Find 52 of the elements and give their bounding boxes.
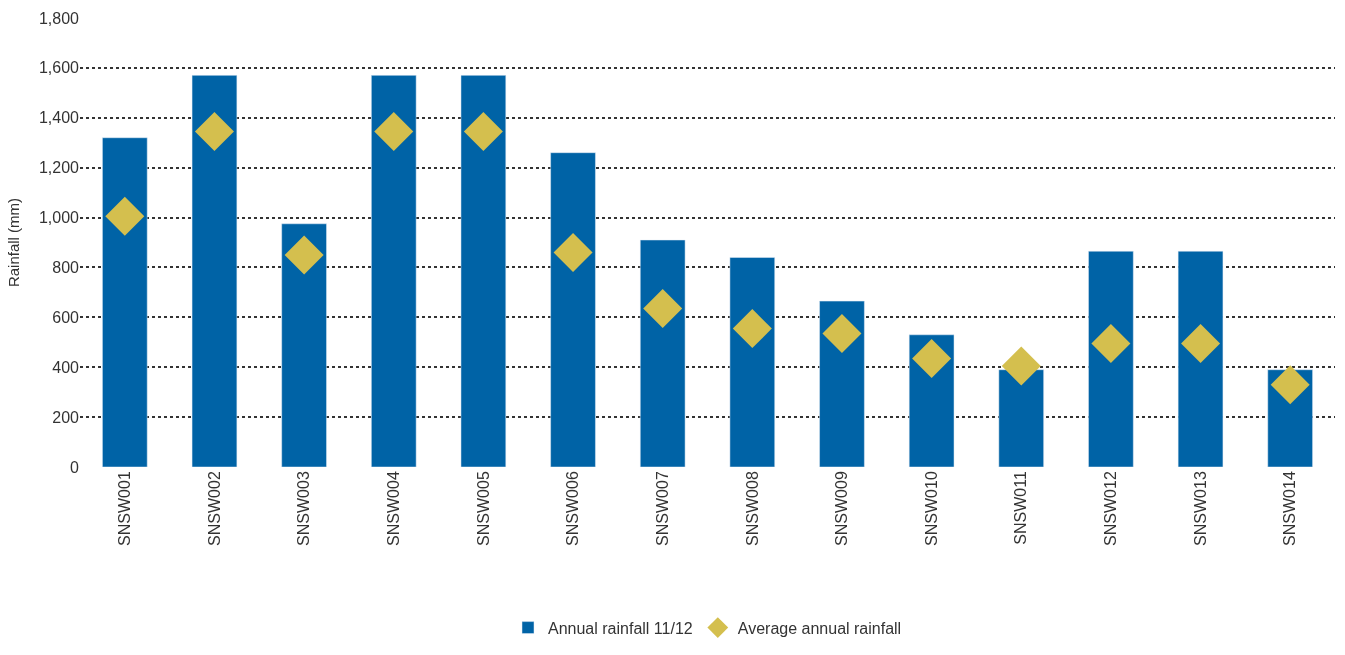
x-tick-label: SNSW001	[116, 471, 134, 546]
point	[1091, 324, 1131, 364]
bar	[550, 152, 596, 467]
legend-label: Average annual rainfall	[737, 619, 902, 637]
x-tick-label: SNSW012	[1102, 471, 1120, 546]
point	[194, 112, 234, 151]
x-tick-label: SNSW005	[474, 471, 492, 546]
bar	[102, 137, 148, 467]
x-tick-label: SNSW014	[1281, 471, 1299, 546]
x-tick-label: SNSW008	[743, 471, 761, 546]
point	[1001, 346, 1041, 386]
bar	[371, 75, 417, 467]
y-axis-title: Rainfall (mm)	[5, 197, 23, 288]
x-tick-label: SNSW002	[205, 471, 223, 546]
point	[732, 309, 772, 349]
bar	[640, 239, 686, 467]
bar	[1177, 250, 1224, 467]
legend-label: Annual rainfall 11/12	[548, 619, 693, 637]
x-tick-label: SNSW009	[833, 471, 851, 546]
point	[1270, 365, 1310, 405]
point	[822, 314, 862, 354]
bar	[998, 369, 1044, 467]
bar	[460, 75, 507, 467]
point	[1181, 324, 1221, 364]
y-tick-label: 0	[70, 458, 80, 476]
x-tick-label: SNSW010	[922, 471, 940, 546]
point	[284, 235, 324, 275]
point	[553, 232, 593, 272]
y-tick-label: 1,200	[38, 159, 80, 177]
y-tick-label: 800	[52, 259, 80, 277]
bar	[281, 223, 327, 467]
y-tick-label: 1,800	[38, 9, 80, 27]
y-tick-label: 1,600	[38, 59, 80, 77]
x-tick-label: SNSW006	[564, 471, 582, 546]
y-tick-label: 400	[52, 358, 80, 376]
y-tick-label: 200	[52, 408, 80, 426]
x-tick-label: SNSW004	[384, 471, 402, 546]
bar	[1088, 250, 1134, 467]
y-tick-label: 1,400	[38, 109, 80, 127]
point	[643, 289, 683, 329]
bar	[191, 75, 238, 467]
point	[912, 338, 952, 378]
y-tick-label: 600	[52, 308, 80, 326]
x-tick-label: SNSW013	[1191, 471, 1209, 546]
x-tick-label: SNSW011	[1012, 471, 1030, 545]
point	[105, 196, 145, 236]
point	[374, 112, 414, 151]
point	[463, 112, 503, 151]
x-tick-label: SNSW003	[295, 471, 313, 546]
x-tick-label: SNSW007	[653, 471, 671, 546]
bar	[729, 257, 775, 467]
y-tick-label: 1,000	[38, 209, 80, 227]
